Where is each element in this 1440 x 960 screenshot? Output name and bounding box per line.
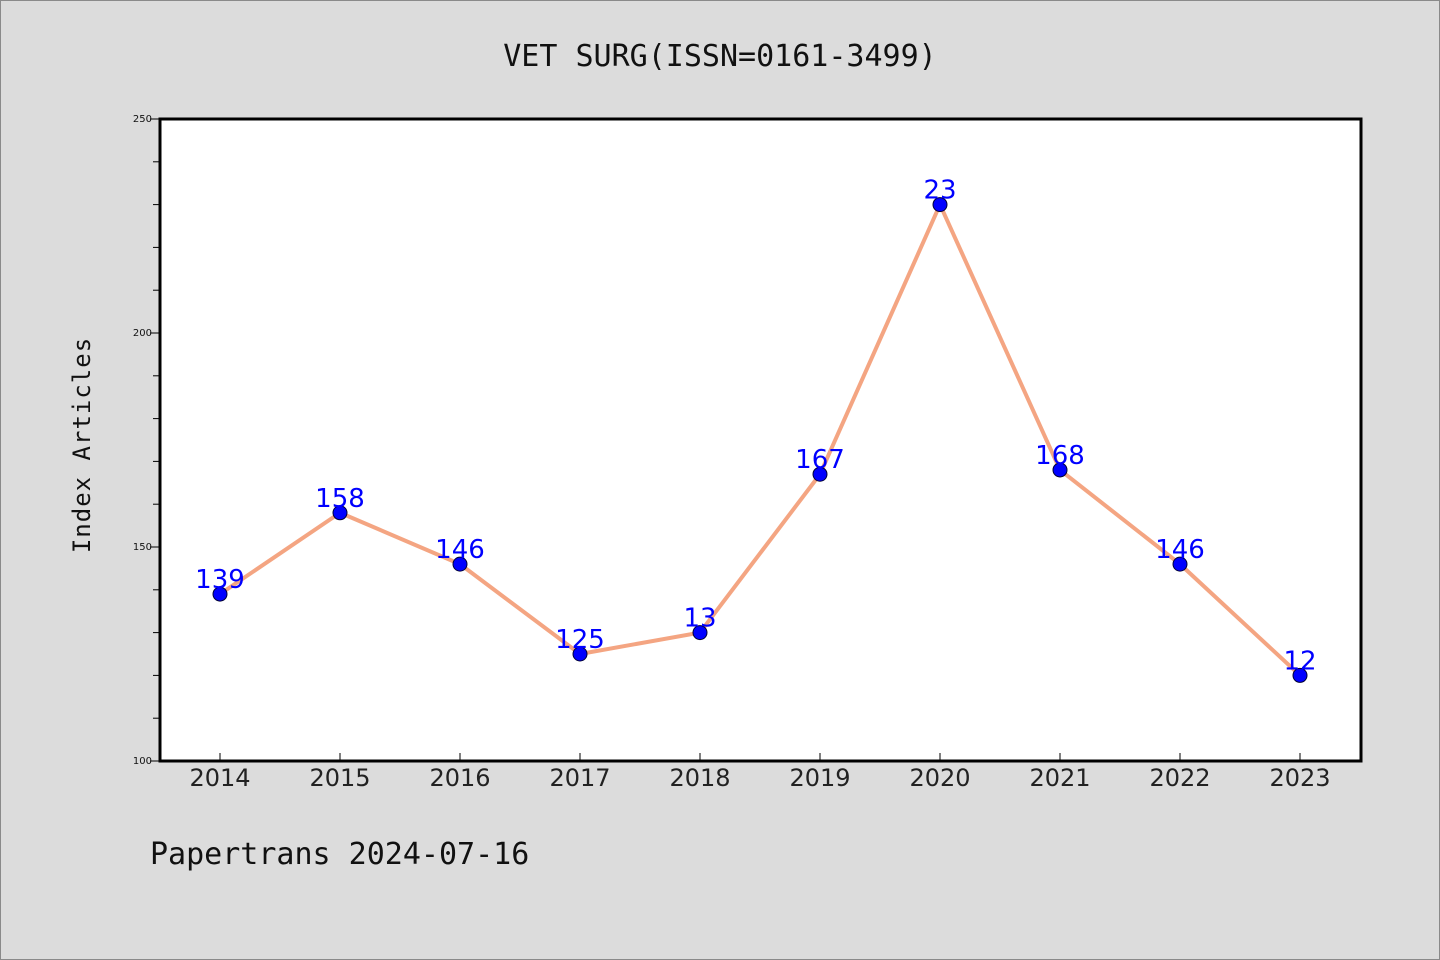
y-axis-ticks: 100 150 200 250 — [133, 114, 159, 767]
data-label: 125 — [555, 625, 605, 655]
data-point — [212, 586, 228, 602]
data-point — [1172, 556, 1188, 572]
x-tick-label: 2022 — [1149, 764, 1210, 792]
series-line — [218, 202, 1302, 677]
plot-area — [158, 117, 1363, 763]
data-point — [812, 466, 828, 482]
x-tick-label: 2023 — [1269, 764, 1330, 792]
x-tick-label: 2017 — [549, 764, 610, 792]
y-tick-label: 250 — [133, 114, 152, 125]
y-axis-label: Index Articles — [68, 337, 96, 553]
x-tick-label: 2014 — [189, 764, 250, 792]
x-tick-label: 2018 — [669, 764, 730, 792]
x-axis-ticks: 2014 2015 2016 2017 2018 2019 2020 2021 2022 2023 — [189, 753, 1331, 792]
data-label: 146 — [1155, 535, 1205, 565]
data-point — [932, 197, 948, 213]
x-tick-label: 2020 — [909, 764, 970, 792]
data-point — [1052, 462, 1068, 478]
data-point — [692, 625, 708, 641]
series-layer: 139 158 146 125 13 167 23 168 146 12 — [195, 176, 1317, 683]
data-label: 146 — [435, 535, 485, 565]
data-label: 12 — [1283, 646, 1316, 676]
data-point — [452, 556, 468, 572]
y-tick-label: 150 — [133, 542, 152, 553]
y-tick-label: 100 — [133, 756, 152, 767]
x-tick-label: 2016 — [429, 764, 490, 792]
footer-credit: Papertrans 2024-07-16 — [150, 837, 529, 872]
data-label: 139 — [195, 565, 245, 595]
x-tick-label: 2021 — [1029, 764, 1090, 792]
data-point — [572, 646, 588, 662]
data-label: 158 — [315, 484, 365, 514]
x-tick-label: 2015 — [309, 764, 370, 792]
data-label: 167 — [795, 445, 845, 475]
y-tick-label: 200 — [133, 328, 152, 339]
data-point — [1292, 667, 1308, 683]
data-label: 168 — [1035, 441, 1085, 471]
data-point — [332, 505, 348, 521]
x-tick-label: 2019 — [789, 764, 850, 792]
data-label: 13 — [683, 604, 716, 634]
chart-title: VET SURG(ISSN=0161-3499) — [503, 39, 936, 74]
data-label: 23 — [923, 176, 956, 206]
